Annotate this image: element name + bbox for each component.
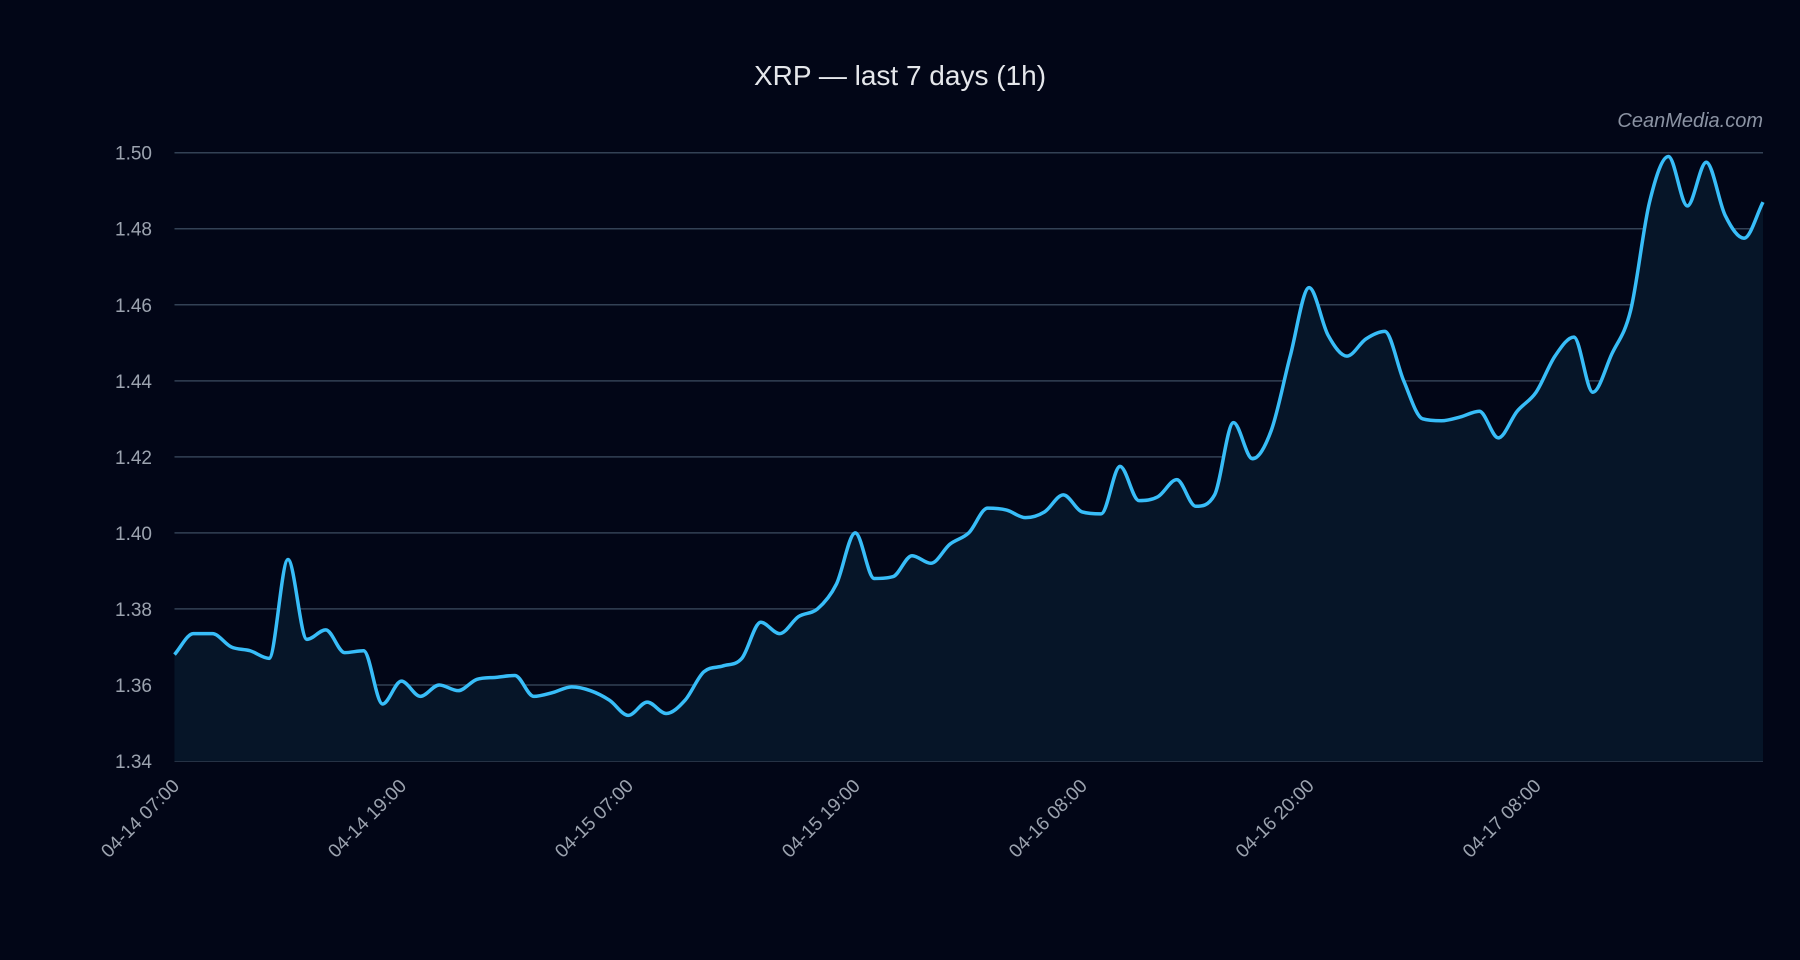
watermark: CeanMedia.com <box>1617 110 1763 132</box>
y-tick-label: 1.48 <box>115 220 152 241</box>
y-tick-label: 1.40 <box>115 524 152 545</box>
y-tick-label: 1.50 <box>115 144 152 165</box>
y-tick-label: 1.34 <box>115 752 152 773</box>
y-tick-label: 1.42 <box>115 448 152 469</box>
chart-title: XRP — last 7 days (1h) <box>754 60 1046 91</box>
price-area <box>174 156 1763 761</box>
y-tick-label: 1.38 <box>115 600 152 621</box>
y-tick-label: 1.36 <box>115 676 152 697</box>
price-line <box>173 154 1765 718</box>
y-axis: 1.34 1.36 1.38 1.40 1.42 1.44 1.46 1.48 1.50 <box>115 144 152 773</box>
y-tick-label: 1.44 <box>115 372 152 393</box>
y-tick-label: 1.46 <box>115 296 152 317</box>
